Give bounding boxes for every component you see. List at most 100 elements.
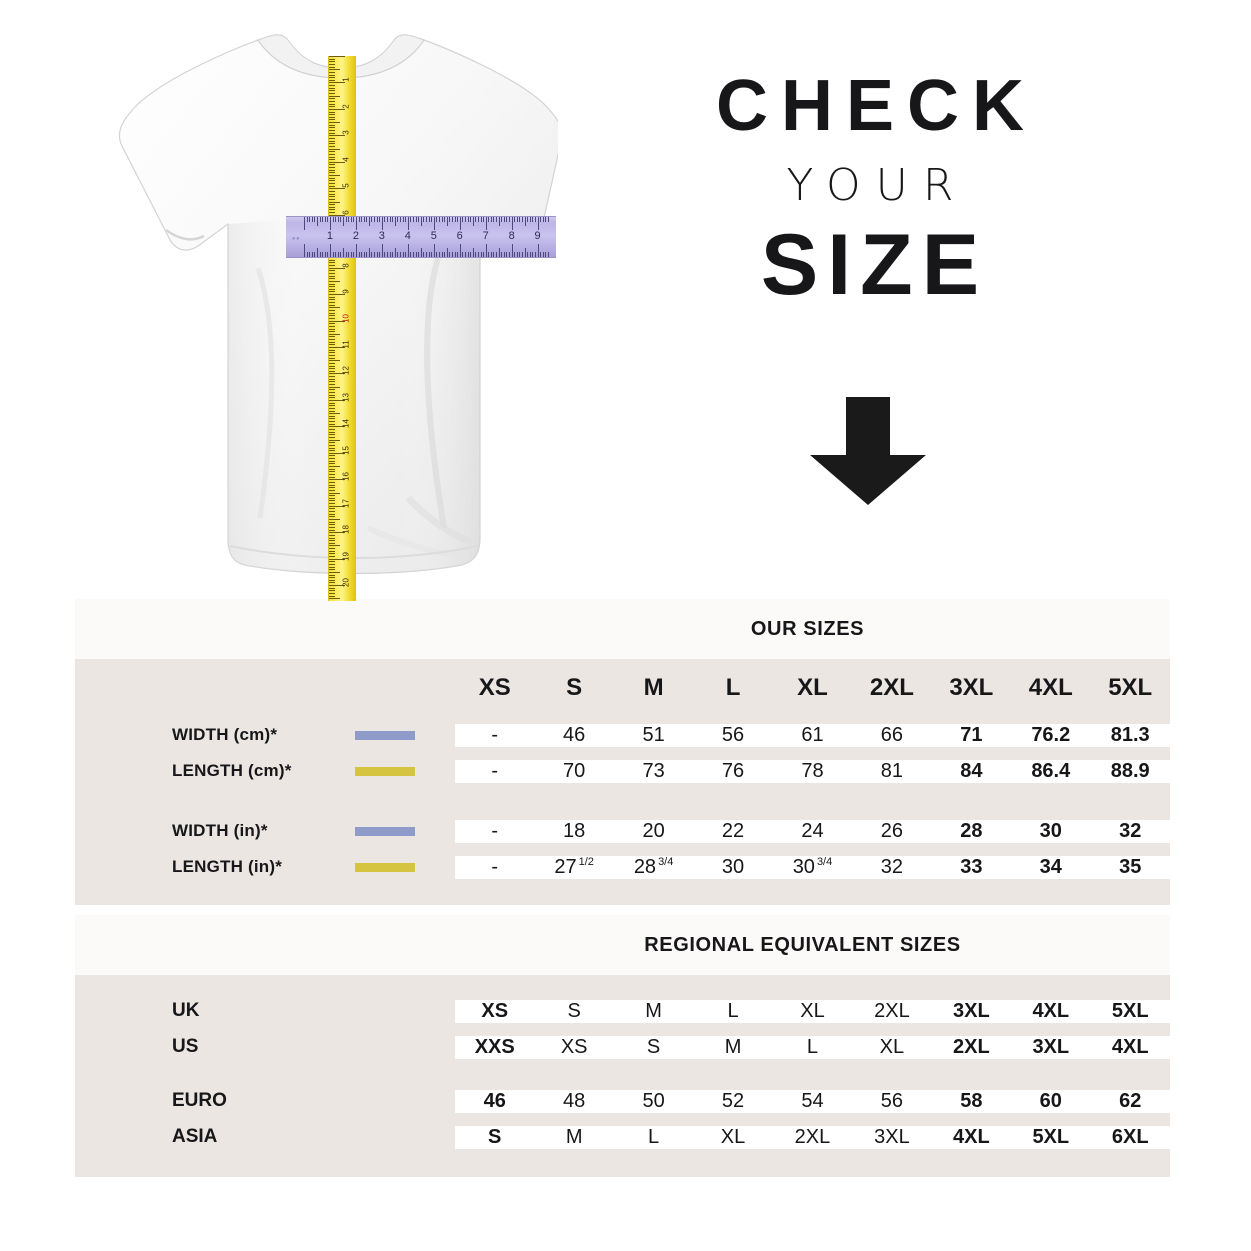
row-label-cell: LENGTH (in)* [75, 857, 455, 877]
table-cell: 4XL [1032, 999, 1070, 1022]
table-data-cells: S M L XL 2XL 3XL 4XL 5XL 6XL [455, 1125, 1170, 1149]
table-cell: 56 [880, 1089, 904, 1112]
page-title: CHECK YOUR SIZE [635, 70, 1105, 308]
row-label: WIDTH (in)* [172, 821, 268, 840]
table-cell: 30 [721, 855, 745, 878]
table-cell: 58 [960, 1089, 983, 1112]
size-column-header: 4XL [1028, 674, 1073, 701]
table-row: EURO 46 48 50 52 54 56 58 60 62 [75, 1083, 1170, 1119]
table-cell: 73 [642, 759, 665, 782]
table-row: WIDTH (in)* - 18 20 22 24 26 28 30 32 [75, 813, 1170, 849]
table-cell: 76.2 [1031, 723, 1071, 746]
table-data-cells: - 27 1/2 28 3/4 30 30 3/4 32 33 34 35 [455, 855, 1170, 879]
region-label-cell: US [75, 1036, 455, 1058]
table-cell: XS [481, 999, 509, 1022]
table-cell: 3XL [953, 999, 990, 1022]
table-cell: 2XL [874, 999, 910, 1022]
table-cell: XL [720, 1125, 746, 1148]
table-cell: 28 3/4 [633, 855, 674, 878]
our-sizes-column-headers: XS S M L XL 2XL 3XL 4XL 5XL [455, 674, 1170, 702]
table-cell: 3XL [1032, 1035, 1070, 1058]
size-table: OUR SIZES XS S M L XL 2XL 3XL 4XL 5XL WIDTH (cm)… [75, 599, 1170, 1177]
table-cell: S [488, 1125, 502, 1148]
our-sizes-rows: WIDTH (cm)* - 46 51 56 61 66 71 76.2 81.3 LENGTH (… [75, 717, 1170, 905]
table-cell: 32 [880, 855, 904, 878]
table-data-cells: - 18 20 22 24 26 28 30 32 [455, 819, 1170, 843]
size-column-header: XS [478, 674, 511, 701]
table-row: UK XS S M L XL 2XL 3XL 4XL 5XL [75, 993, 1170, 1029]
table-cell: L [648, 1125, 660, 1148]
table-cell: 81 [880, 759, 904, 782]
table-data-cells: - 46 51 56 61 66 71 76.2 81.3 [455, 723, 1170, 747]
table-cell: 70 [563, 759, 586, 782]
region-label-cell: ASIA [75, 1126, 455, 1148]
table-cell: 60 [1039, 1089, 1062, 1112]
table-cell: - [491, 819, 499, 842]
region-label: EURO [172, 1090, 227, 1111]
table-cell: 86.4 [1031, 759, 1071, 782]
table-cell: 27 1/2 [554, 855, 594, 878]
table-row: US XXS XS S M L XL 2XL 3XL 4XL [75, 1029, 1170, 1065]
row-label: LENGTH (in)* [172, 857, 283, 876]
table-cell: 20 [642, 819, 665, 842]
row-label: WIDTH (cm)* [172, 725, 278, 744]
table-cell: 5XL [1032, 1125, 1070, 1148]
table-cell: XXS [474, 1035, 515, 1058]
table-data-cells: XXS XS S M L XL 2XL 3XL 4XL [455, 1035, 1170, 1059]
table-cell: 28 [960, 819, 983, 842]
table-cell: S [646, 1035, 661, 1058]
table-cell: 76 [721, 759, 745, 782]
row-gap [75, 1065, 1170, 1083]
row-label-cell: WIDTH (in)* [75, 821, 455, 841]
table-cell: M [565, 1125, 583, 1148]
section-bottom-pad [75, 885, 1170, 905]
table-cell: M [645, 999, 662, 1022]
fraction: 3/4 [816, 855, 833, 868]
table-cell: 84 [960, 759, 983, 782]
row-label: LENGTH (cm)* [172, 761, 292, 780]
section-bottom-pad [75, 1155, 1170, 1177]
tshirt-illustration: 1234567891011121314151617181920 ◦◦ 12345… [108, 18, 558, 601]
table-cell: - [491, 759, 499, 782]
table-cell: XS [560, 1035, 588, 1058]
table-cell: 46 [563, 723, 586, 746]
table-cell: - [491, 723, 499, 746]
table-cell: - [491, 855, 499, 878]
arrow-down-icon [804, 393, 932, 508]
title-line-check: CHECK [715, 66, 1037, 146]
table-cell: 35 [1119, 855, 1142, 878]
length-color-swatch [355, 862, 415, 872]
table-cell: 62 [1119, 1089, 1142, 1112]
yellow-measuring-tape-vertical: 1234567891011121314151617181920 [328, 56, 356, 601]
table-cell: 51 [642, 723, 665, 746]
table-row: WIDTH (cm)* - 46 51 56 61 66 71 76.2 81.3 [75, 717, 1170, 753]
row-label-cell: WIDTH (cm)* [75, 725, 455, 745]
table-cell: 54 [801, 1089, 824, 1112]
section-divider [75, 905, 1170, 915]
table-cell: 4XL [953, 1125, 990, 1148]
region-label-cell: UK [75, 1000, 455, 1022]
size-column-header: 5XL [1108, 674, 1153, 701]
size-column-header: 2XL [869, 674, 914, 701]
table-cell: 2XL [794, 1125, 831, 1148]
table-cell: 6XL [1111, 1125, 1149, 1148]
tape-end-icon: ◦◦ [292, 233, 301, 243]
table-cell: 26 [880, 819, 904, 842]
region-label: US [172, 1036, 199, 1057]
region-label: ASIA [172, 1126, 218, 1147]
row-label-cell: LENGTH (cm)* [75, 761, 455, 781]
width-color-swatch [355, 826, 415, 836]
region-label-cell: EURO [75, 1090, 455, 1112]
table-cell: 56 [721, 723, 745, 746]
table-cell: 4XL [1111, 1035, 1149, 1058]
table-data-cells: 46 48 50 52 54 56 58 60 62 [455, 1089, 1170, 1113]
table-cell: 5XL [1111, 999, 1149, 1022]
our-sizes-heading: OUR SIZES [75, 599, 1170, 659]
size-column-header: L [725, 674, 741, 701]
regional-sizes-rows: UK XS S M L XL 2XL 3XL 4XL 5XL US XXS XS S M L XL 2XL 3XL 4… [75, 975, 1170, 1177]
fraction: 1/2 [578, 855, 594, 868]
table-cell: XL [879, 1035, 905, 1058]
table-cell: 66 [880, 723, 904, 746]
